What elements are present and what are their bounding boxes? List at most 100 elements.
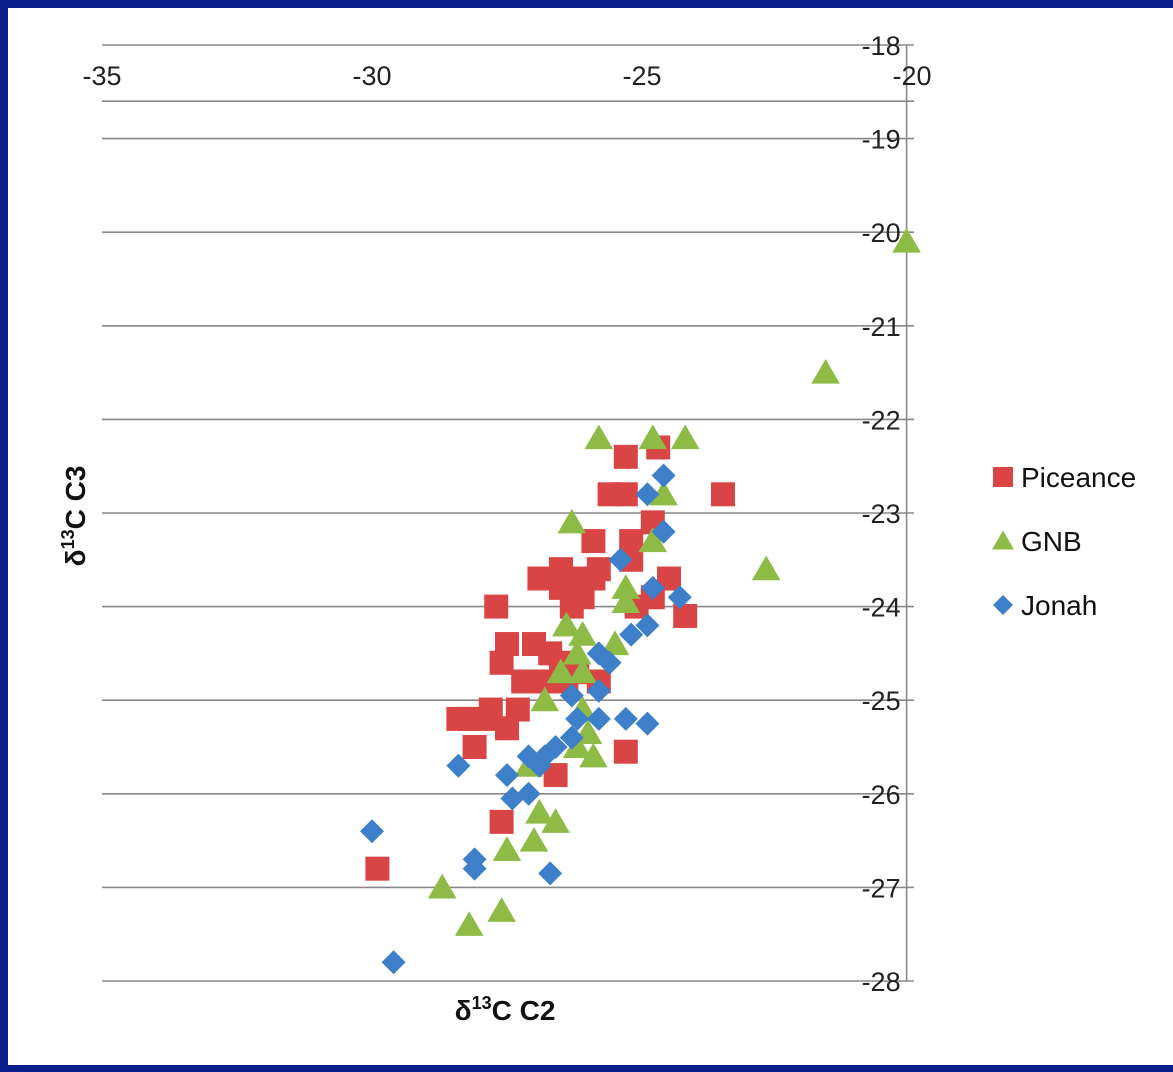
jonah-point: [640, 575, 665, 600]
y-tick-label: -20: [862, 218, 901, 248]
gnb-point: [557, 508, 587, 534]
gnb-point: [552, 611, 581, 637]
gnb-point: [584, 424, 614, 450]
jonah-point: [559, 725, 584, 750]
y-tick-label: -23: [862, 499, 901, 529]
jonah-point: [608, 547, 633, 572]
series-piceance: [365, 435, 735, 881]
piceance-point: [613, 739, 638, 764]
x-tick-label: -25: [622, 61, 661, 91]
legend-marker-piceance: [993, 467, 1013, 487]
gnb-point: [579, 742, 608, 768]
legend-label-gnb: GNB: [1021, 526, 1082, 557]
gnb-point: [427, 873, 457, 899]
gnb-point: [562, 639, 592, 665]
jonah-point: [635, 613, 660, 638]
gnb-point: [638, 527, 668, 553]
y-axis-title: δ13C C3: [58, 466, 91, 567]
gnb-point: [454, 911, 484, 936]
y-tick-label: -25: [862, 686, 901, 716]
y-tick-label: -27: [862, 873, 901, 903]
piceance-point: [489, 650, 514, 675]
jonah-point: [565, 706, 590, 731]
piceance-point: [613, 482, 638, 507]
gnb-point: [525, 798, 554, 824]
jonah-point: [446, 753, 471, 778]
x-tick-labels: -35 -30 -25 -20: [82, 61, 931, 91]
jonah-point: [667, 585, 692, 610]
gnb-point: [751, 555, 781, 581]
y-tick-label: -18: [862, 31, 901, 61]
legend-marker-jonah: [993, 595, 1013, 615]
y-tick-label: -22: [862, 405, 901, 435]
piceance-point: [484, 594, 509, 619]
gnb-point: [568, 658, 597, 684]
gnb-point: [492, 836, 522, 862]
piceance-point: [462, 735, 487, 759]
gnb-point: [611, 574, 641, 599]
piceance-point: [495, 716, 519, 741]
jonah-point: [619, 622, 644, 647]
x-tick-label: -35: [82, 61, 121, 91]
legend-label-piceance: Piceance: [1021, 462, 1136, 493]
x-tick-label: -20: [892, 61, 931, 91]
y-tick-label: -19: [862, 125, 901, 155]
gnb-point: [611, 588, 641, 613]
jonah-point: [360, 819, 384, 844]
x-tick-label: -30: [352, 61, 391, 91]
piceance-point: [489, 809, 514, 834]
piceance-point: [613, 444, 638, 469]
axes: [102, 45, 914, 981]
jonah-point: [635, 482, 660, 507]
gridlines: [102, 44, 914, 982]
jonah-point: [559, 683, 584, 708]
series-jonah: [360, 463, 692, 975]
gnb-point: [541, 808, 570, 833]
piceance-point: [673, 603, 698, 628]
y-tick-label: -21: [862, 312, 901, 342]
y-tick-labels: -18 -19 -20 -21 -22 -23 -24 -25 -26 -27 -28: [862, 31, 901, 997]
gnb-point: [487, 897, 516, 922]
gnb-point: [519, 826, 549, 852]
piceance-point: [511, 669, 536, 694]
gnb-point: [600, 630, 630, 656]
legend: Piceance GNB Jonah: [992, 462, 1136, 621]
piceance-point: [711, 482, 735, 507]
piceance-point: [365, 856, 390, 881]
gnb-point: [568, 621, 597, 646]
piceance-point: [559, 594, 584, 619]
legend-marker-gnb: [992, 530, 1014, 550]
data-points: [360, 227, 921, 975]
gnb-point: [670, 424, 700, 450]
jonah-point: [586, 678, 611, 703]
y-tick-label: -24: [862, 593, 901, 623]
gnb-point: [892, 227, 921, 253]
jonah-point: [635, 711, 660, 736]
jonah-point: [586, 706, 611, 731]
gnb-point: [649, 480, 678, 506]
legend-item-jonah: Jonah: [993, 590, 1097, 621]
jonah-point: [527, 753, 552, 778]
jonah-point: [462, 856, 487, 881]
jonah-point: [381, 950, 406, 975]
piceance-point: [446, 706, 471, 731]
jonah-point: [651, 519, 676, 544]
jonah-point: [651, 463, 676, 488]
gnb-point: [638, 424, 668, 450]
jonah-point: [538, 861, 563, 886]
gnb-point: [546, 658, 576, 684]
piceance-point: [527, 566, 552, 591]
piceance-point: [473, 706, 498, 731]
jonah-point: [500, 786, 525, 811]
jonah-point: [597, 650, 622, 675]
gnb-point: [811, 358, 840, 384]
legend-label-jonah: Jonah: [1021, 590, 1097, 621]
legend-item-piceance: Piceance: [993, 462, 1136, 493]
gnb-point: [562, 733, 592, 759]
legend-item-gnb: GNB: [992, 526, 1082, 557]
y-tick-label: -26: [862, 780, 901, 810]
jonah-point: [613, 706, 638, 731]
jonah-point: [495, 763, 519, 788]
